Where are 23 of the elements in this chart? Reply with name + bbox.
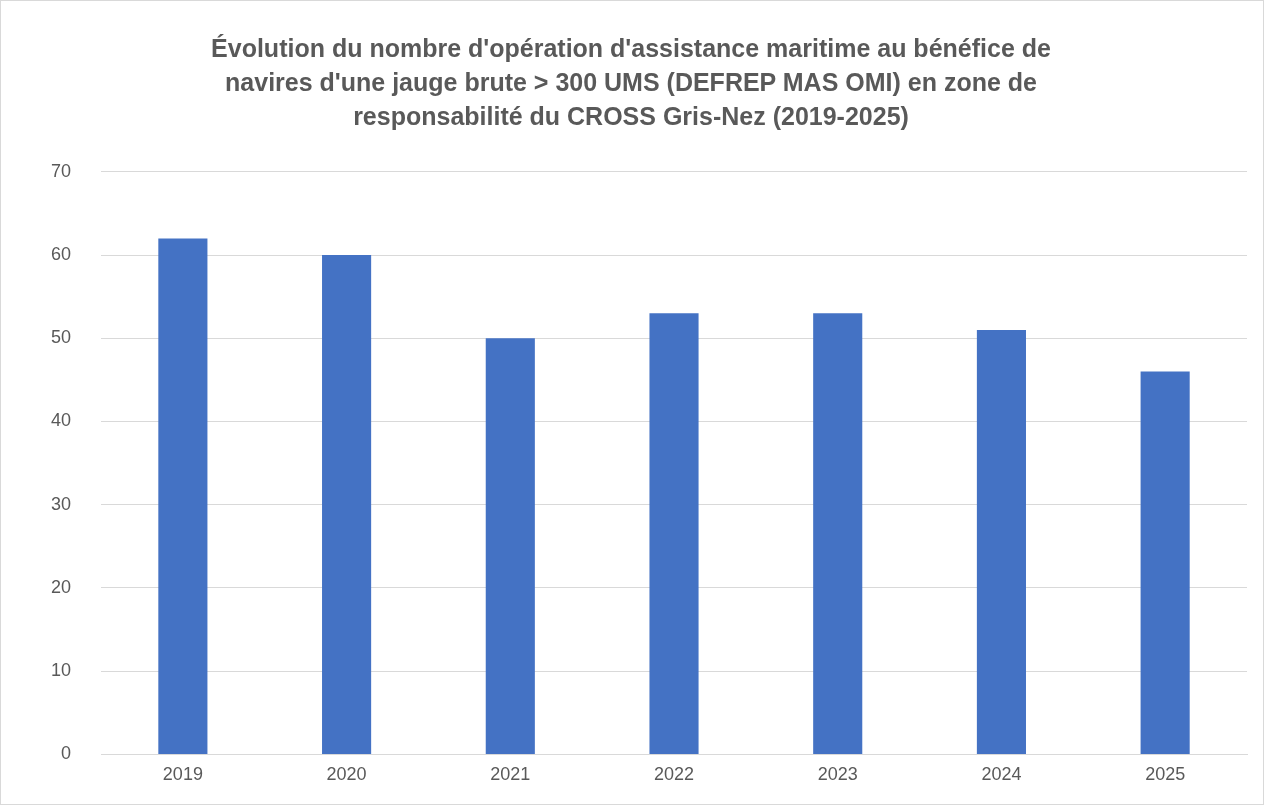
y-tick-label: 70 <box>50 160 72 181</box>
bar <box>322 255 372 754</box>
y-tick-label: 60 <box>50 244 72 264</box>
x-tick-label: 2025 <box>1145 764 1186 785</box>
bar <box>1140 371 1190 754</box>
x-tick-label: 2022 <box>653 764 695 785</box>
x-tick-label: 2020 <box>326 764 367 785</box>
chart-title: Évolution du nombre d'opération d'assistance maritime au bénéfice de navires d'une jauge brute > 300 UMS (DEFREP MAS OMI) en zone de responsabilité du CROSS Gris-Nez (2019-2025) <box>210 33 1052 132</box>
bar <box>976 329 1026 754</box>
x-tick-label: 2021 <box>490 764 531 785</box>
y-tick-label: 0 <box>61 743 72 764</box>
y-tick-label: 40 <box>50 410 72 431</box>
bar <box>158 238 208 754</box>
y-tick-label: 30 <box>50 493 72 514</box>
bar <box>485 338 535 754</box>
x-tick-label: 2023 <box>817 764 858 785</box>
bar <box>813 313 863 754</box>
y-tick-label: 20 <box>50 576 72 597</box>
y-tick-label: 10 <box>50 660 72 681</box>
bar <box>649 313 699 754</box>
y-tick-label: 50 <box>50 327 72 348</box>
x-tick-label: 2024 <box>981 764 1022 785</box>
x-tick-label: 2019 <box>162 764 203 785</box>
